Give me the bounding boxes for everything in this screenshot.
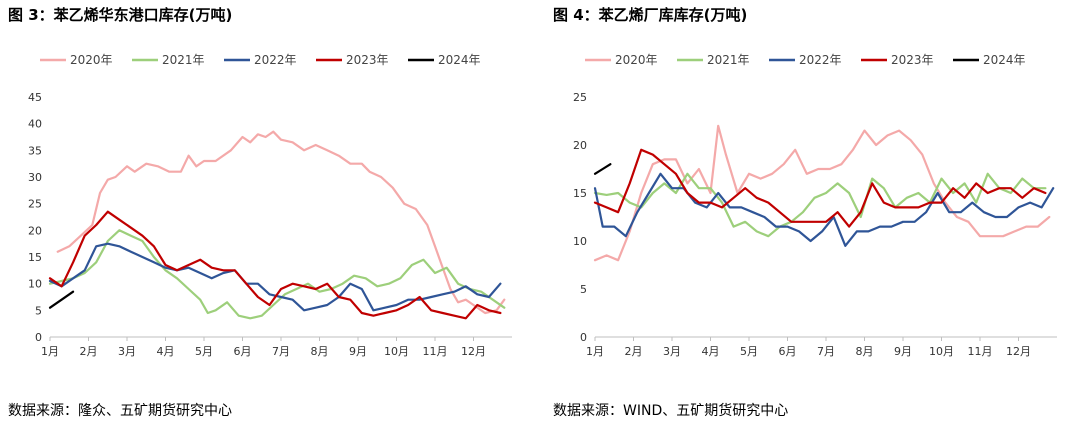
x-tick-label: 9月 bbox=[349, 345, 367, 358]
legend-label: 2020年 bbox=[615, 53, 658, 67]
x-tick-label: 2月 bbox=[625, 345, 643, 358]
legend-label: 2023年 bbox=[891, 53, 934, 67]
x-tick-label: 8月 bbox=[856, 345, 874, 358]
legend: 2020年 2021年 2022年 2023年 2024年 bbox=[585, 53, 1026, 67]
y-tick-label: 10 bbox=[28, 278, 42, 291]
x-tick-label: 7月 bbox=[272, 345, 290, 358]
series-line-2023年 bbox=[48, 210, 502, 320]
x-tick-label: 4月 bbox=[157, 345, 175, 358]
x-tick-label: 1月 bbox=[41, 345, 59, 358]
x-tick-label: 9月 bbox=[894, 345, 912, 358]
y-tick-label: 20 bbox=[28, 224, 42, 237]
x-tick-label: 1月 bbox=[586, 345, 604, 358]
x-tick-label: 12月 bbox=[1006, 345, 1031, 358]
x-tick-label: 10月 bbox=[384, 345, 409, 358]
chart-panel-factory-inventory: 图 4：苯乙烯厂库库存(万吨) 2020年 2021年 2022年 2023年 2024… bbox=[545, 0, 1080, 428]
data-source-note: 数据来源：WIND、五矿期货研究中心 bbox=[553, 403, 789, 419]
y-tick-label: 0 bbox=[35, 331, 42, 344]
x-tick-label: 3月 bbox=[663, 345, 681, 358]
x-tick-label: 2月 bbox=[80, 345, 98, 358]
legend: 2020年 2021年 2022年 2023年 2024年 bbox=[40, 53, 481, 67]
y-tick-label: 15 bbox=[573, 187, 587, 200]
legend-label: 2021年 bbox=[707, 53, 750, 67]
chart-panel-port-inventory: 图 3：苯乙烯华东港口库存(万吨) 2020年 2021年 2022年 2023年 20… bbox=[8, 6, 512, 419]
legend-label: 2024年 bbox=[438, 53, 481, 67]
y-tick-label: 45 bbox=[28, 91, 42, 104]
x-tick-label: 11月 bbox=[968, 345, 993, 358]
x-tick-label: 5月 bbox=[195, 345, 213, 358]
legend-label: 2024年 bbox=[983, 53, 1026, 67]
legend-label: 2022年 bbox=[254, 53, 297, 67]
x-tick-label: 5月 bbox=[740, 345, 758, 358]
y-tick-label: 25 bbox=[28, 198, 42, 211]
y-tick-label: 20 bbox=[573, 139, 587, 152]
y-tick-label: 5 bbox=[580, 283, 587, 296]
y-tick-label: 15 bbox=[28, 251, 42, 264]
x-tick-label: 7月 bbox=[817, 345, 835, 358]
series-line-2023年 bbox=[593, 148, 1047, 228]
series-line-2022年 bbox=[48, 242, 502, 312]
x-tick-label: 8月 bbox=[311, 345, 329, 358]
series-line-2020年 bbox=[593, 124, 1051, 262]
y-tick-label: 25 bbox=[573, 91, 587, 104]
chart-title: 图 3：苯乙烯华东港口库存(万吨) bbox=[8, 6, 233, 24]
series-line-2024年 bbox=[48, 290, 75, 309]
x-tick-label: 11月 bbox=[423, 345, 448, 358]
y-tick-label: 35 bbox=[28, 144, 42, 157]
y-tick-label: 30 bbox=[28, 171, 42, 184]
y-tick-label: 40 bbox=[28, 118, 42, 131]
legend-label: 2020年 bbox=[70, 53, 113, 67]
chart-title: 图 4：苯乙烯厂库库存(万吨) bbox=[553, 6, 748, 24]
legend-label: 2021年 bbox=[162, 53, 205, 67]
series-line-2022年 bbox=[593, 172, 1055, 247]
x-tick-label: 6月 bbox=[234, 345, 252, 358]
legend-label: 2022年 bbox=[799, 53, 842, 67]
line-chart-port-inventory: 2020年 2021年 2022年 2023年 2024年 0 5 10 15 20 25 30 35 4… bbox=[28, 53, 512, 358]
series-line-2024年 bbox=[593, 163, 612, 175]
line-chart-factory-inventory: 2020年 2021年 2022年 2023年 2024年 0 5 10 15 20 25 1月 2月 3… bbox=[573, 53, 1057, 358]
series-line-2021年 bbox=[593, 172, 1047, 238]
x-tick-label: 3月 bbox=[118, 345, 136, 358]
y-tick-label: 10 bbox=[573, 235, 587, 248]
series-line-2020年 bbox=[56, 130, 506, 315]
x-tick-label: 10月 bbox=[929, 345, 954, 358]
legend-label: 2023年 bbox=[346, 53, 389, 67]
data-source-note: 数据来源：隆众、五矿期货研究中心 bbox=[8, 403, 232, 419]
x-tick-label: 12月 bbox=[461, 345, 486, 358]
x-tick-label: 6月 bbox=[779, 345, 797, 358]
y-tick-label: 0 bbox=[580, 331, 587, 344]
series-line-2021年 bbox=[48, 229, 506, 320]
y-tick-label: 5 bbox=[35, 304, 42, 317]
x-tick-label: 4月 bbox=[702, 345, 720, 358]
